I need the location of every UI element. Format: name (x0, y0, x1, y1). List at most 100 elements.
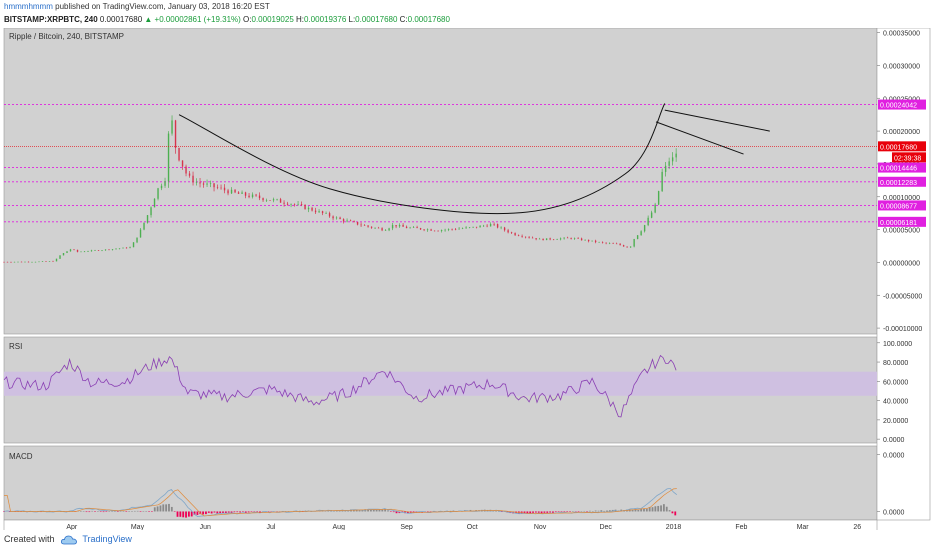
macd-histogram-bar (631, 509, 634, 512)
candle-body (461, 228, 464, 229)
rsi-line (3, 354, 677, 418)
time-axis-tick-label: Jul (266, 524, 275, 530)
candle-body (374, 227, 376, 229)
candle-body (171, 120, 173, 134)
candle-body (619, 243, 621, 246)
macd-histogram-bar (529, 511, 532, 514)
macd-histogram-bar (139, 511, 142, 512)
candle-body (286, 203, 289, 205)
candle-body (311, 207, 313, 211)
candle-body (601, 242, 604, 243)
time-axis-tick-label: Jun (200, 524, 211, 530)
candle-body (531, 237, 534, 239)
candle-body (66, 251, 68, 254)
low-label: L: (348, 15, 356, 24)
candle-body (185, 166, 187, 174)
candle-body (514, 233, 516, 236)
chart-header: hmmmhmmm published on TradingView.com, J… (4, 0, 924, 28)
candle-body (412, 227, 415, 228)
candle-body (76, 249, 79, 252)
rsi-axis-tick-label: 80.0000 (883, 360, 908, 367)
macd-histogram-bar (532, 511, 534, 513)
macd-histogram-bar (168, 503, 170, 512)
macd-histogram-bar (355, 509, 358, 512)
macd-histogram-bar (577, 511, 580, 512)
candle-body (643, 225, 646, 232)
candle-body (507, 230, 509, 233)
candle-body (661, 171, 663, 192)
macd-histogram-bar (219, 511, 222, 514)
rsi-axis-tick-label: 0.0000 (883, 437, 905, 444)
macd-histogram-bar (643, 508, 645, 512)
candle-body (398, 224, 401, 227)
candle-body (668, 161, 670, 166)
macd-histogram-bar (452, 510, 455, 512)
macd-histogram-bar (648, 507, 651, 512)
level-price-tag (878, 216, 926, 227)
chart-canvas[interactable]: Ripple / Bitcoin, 240, BITSTAMP RSI MACD 0.… (0, 28, 932, 530)
author-link[interactable]: hmmmhmmm (4, 2, 53, 11)
macd-histogram-bar (370, 509, 372, 512)
macd-histogram-bar (429, 511, 432, 512)
candle-body (223, 187, 226, 191)
candle-body (227, 190, 229, 194)
candle-body (510, 232, 513, 234)
macd-histogram-bar (566, 511, 569, 512)
candle-body (125, 247, 128, 249)
candle-body (496, 224, 499, 228)
candle-body (528, 237, 530, 238)
candle-body (24, 261, 26, 263)
candle-body (545, 238, 548, 241)
macd-histogram-bar (381, 509, 384, 512)
macd-histogram-bar (145, 511, 148, 512)
candle-body (594, 240, 597, 243)
candle-body (269, 200, 271, 201)
candle-body (178, 147, 180, 161)
candle-body (622, 245, 625, 247)
candle-body (426, 229, 429, 231)
candle-body (339, 217, 341, 220)
close-label: C: (399, 15, 408, 24)
macd-histogram-bar (96, 511, 99, 512)
time-axis (3, 519, 878, 530)
macd-histogram-bar (88, 511, 91, 513)
macd-histogram-bar (151, 511, 153, 512)
macd-histogram-bar (498, 511, 500, 512)
macd-histogram-bar (594, 510, 597, 512)
macd-histogram-bar (540, 511, 543, 514)
macd-histogram-bar (162, 504, 165, 512)
tradingview-brand-link[interactable]: TradingView (82, 534, 132, 544)
candle-body (195, 182, 198, 183)
macd-histogram-bar (665, 506, 668, 512)
candle-body (465, 227, 467, 229)
candle-body (139, 229, 142, 238)
level-price-label: 0.00012283 (880, 180, 917, 187)
publish-line: hmmmhmmm published on TradingView.com, J… (4, 2, 270, 11)
macd-histogram-bar (526, 511, 529, 514)
macd-histogram-bar (179, 511, 182, 517)
candle-body (129, 247, 131, 249)
candle-body (94, 250, 96, 251)
candle-body (640, 231, 642, 236)
rsi-axis-tick-label: 20.0000 (883, 418, 908, 425)
macd-histogram-bar (190, 511, 193, 517)
candle-body (629, 246, 632, 248)
candle-body (447, 228, 450, 230)
macd-histogram-bar (105, 511, 108, 512)
candle-body (591, 240, 593, 242)
candle-body (598, 242, 600, 243)
macd-histogram-bar (660, 505, 662, 512)
candle-body (472, 226, 474, 228)
candle-body (181, 160, 184, 167)
level-price-label: 0.00014446 (880, 166, 917, 173)
candle-body (111, 249, 114, 250)
candle-body (573, 238, 576, 239)
macd-histogram-bar (634, 509, 637, 512)
macd-histogram-bar (267, 511, 270, 512)
candle-body (451, 228, 453, 230)
macd-histogram-bar (122, 511, 125, 512)
macd-histogram-bar (597, 510, 600, 512)
price-axis-tick-label: 0.00035000 (883, 31, 920, 38)
macd-axis-tick-label: 0.0000 (883, 453, 905, 460)
macd-histogram-bar (534, 511, 537, 513)
